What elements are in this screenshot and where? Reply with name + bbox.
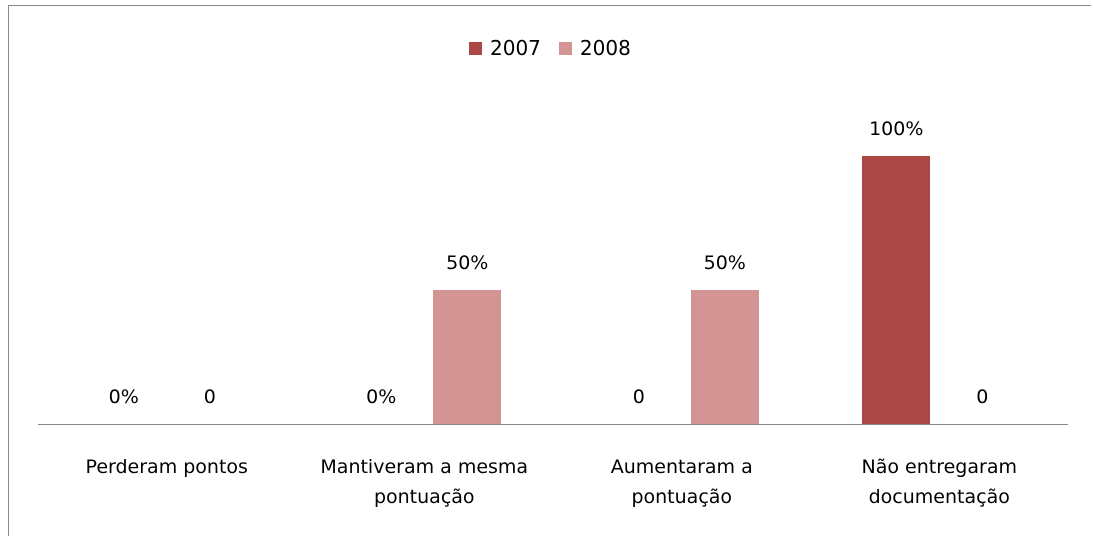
legend-swatch: [469, 41, 482, 55]
x-tick-label: Mantiveram a mesma pontuação: [320, 456, 529, 508]
category-axis: [38, 424, 1068, 425]
legend-swatch: [558, 41, 572, 55]
bar: [433, 290, 502, 424]
data-label: 0: [632, 386, 645, 408]
data-label: 0: [203, 386, 216, 408]
data-label: 100%: [869, 118, 924, 140]
x-tick-label: Aumentaram a pontuação: [610, 456, 753, 508]
bar: [690, 290, 759, 424]
data-label: 0%: [366, 386, 397, 408]
data-label: 50%: [703, 252, 746, 274]
legend-label: 2008: [579, 36, 631, 60]
x-tick-label: Não entregaram documentação: [861, 456, 1017, 508]
data-label: 0%: [108, 386, 139, 408]
legend: 2007 2008: [469, 36, 631, 60]
data-label: 50%: [446, 252, 489, 274]
data-label: 0: [976, 386, 989, 408]
bar: [862, 156, 931, 424]
legend-label: 2007: [490, 36, 541, 60]
x-tick-label: Perderam pontos: [85, 456, 248, 478]
chart-frame: [8, 5, 1091, 536]
